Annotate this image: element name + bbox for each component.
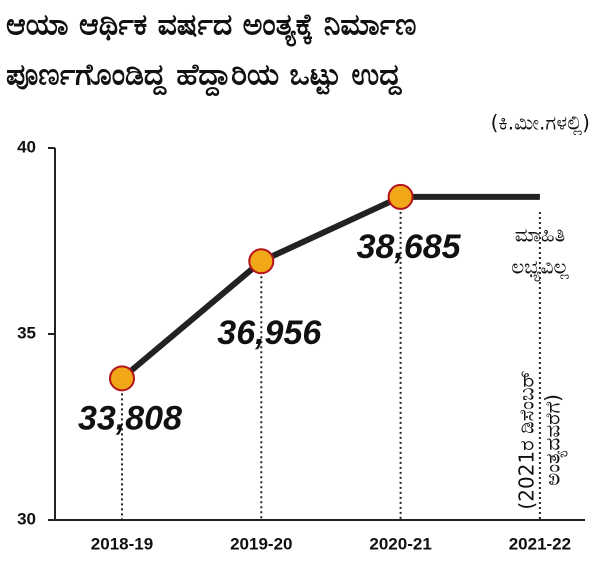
- x-tick-label: 2019-20: [230, 534, 292, 553]
- unit-label: (ಕಿ.ಮೀ.ಗಳಲ್ಲಿ): [491, 111, 590, 136]
- marker: [387, 183, 414, 210]
- marker: [109, 365, 135, 392]
- x-tick-label: 2021-22: [509, 534, 571, 553]
- data-label: 38,685: [357, 228, 462, 266]
- data-label: 36,956: [217, 314, 322, 352]
- chart-title: ಪೂರ್ಣಗೊಂಡಿದ್ದ ಹೆದ್ದಾರಿಯ ಒಟ್ಟು ಉದ್ದ: [6, 58, 403, 97]
- marker: [248, 248, 275, 275]
- y-tick-label: 40: [17, 137, 36, 156]
- annotation: ಅಂತ್ಯದವರೆಗೆ): [541, 394, 568, 486]
- y-tick-label: 35: [17, 323, 36, 342]
- note-group: (2021ರ ಡಿಸೆಂಬರ್ ಅಂತ್ಯದವರೆಗೆ): [515, 370, 568, 509]
- y-tick-label: 30: [17, 509, 36, 528]
- x-tick-label: 2020-21: [369, 534, 431, 553]
- x-tick-label: 2018-19: [91, 534, 153, 553]
- annotation: (2021ರ ಡಿಸೆಂಬರ್: [515, 370, 539, 509]
- chart-title: ಆಯಾ ಆರ್ಥಿಕ ವರ್ಷದ ಅಂತ್ಯಕ್ಕೆ ನಿರ್ಮಾಣ: [6, 8, 416, 48]
- data-label: 33,808: [78, 399, 182, 437]
